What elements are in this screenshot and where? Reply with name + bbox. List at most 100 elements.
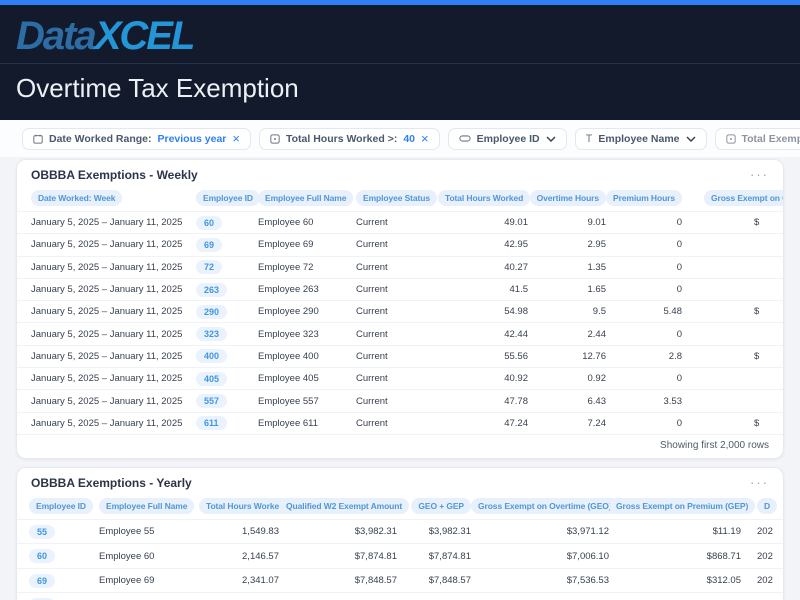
employee-id-badge: 72 [196, 260, 223, 275]
ellipsis-menu-icon[interactable]: ··· [750, 167, 769, 182]
employee-id-cell: 611 [196, 416, 258, 431]
app-header: DataXCEL Overtime Tax Exemption [0, 5, 800, 120]
gross-exempt-overtime-cell: $3,971.12 [566, 526, 609, 538]
column-header[interactable]: Employee ID [196, 190, 260, 206]
filter-chip-total-hours-worked[interactable]: Total Hours Worked >: 40 × [258, 127, 440, 150]
employee-status-cell: Current [356, 350, 388, 362]
date-worked-year-cell: 202 [757, 575, 773, 587]
employee-id-badge: 323 [196, 327, 228, 342]
total-hours-cell: 2,146.57 [242, 550, 279, 562]
number-box-icon [270, 133, 280, 144]
overtime-hours-cell: 1.65 [587, 284, 607, 296]
column-header[interactable]: GEO + GEP [411, 497, 471, 514]
column-header[interactable]: Premium Hours [606, 190, 682, 206]
employee-name-cell: Employee 323 [258, 328, 319, 340]
date-worked-week-cell: January 5, 2025 – January 11, 2025 [31, 284, 183, 296]
text-icon: T [585, 132, 593, 145]
employee-id-cell: 263 [196, 282, 258, 297]
qualified-w2-exempt-cell: $7,848.57 [354, 575, 397, 587]
total-hours-cell: 54.98 [504, 306, 528, 318]
date-worked-year-cell: 202 [757, 526, 773, 538]
close-icon[interactable]: × [232, 130, 240, 146]
total-hours-cell: 42.44 [504, 328, 528, 340]
gross-exempt-premium-cell: $11.19 [712, 526, 741, 538]
total-hours-cell: 1,549.83 [242, 526, 279, 538]
employee-name-cell: Employee 400 [258, 350, 319, 362]
employee-id-cell: 55 [29, 524, 99, 539]
close-icon[interactable]: × [421, 130, 429, 146]
total-hours-cell: 40.92 [504, 373, 528, 385]
employee-id-cell: 400 [196, 349, 258, 364]
employee-status-cell: Current [356, 417, 388, 429]
premium-hours-cell: 0 [676, 217, 682, 229]
filter-chip-total-exempt-amount[interactable]: Total Exempt Amount ≠: 0 × [714, 127, 800, 150]
column-header[interactable]: Employee ID [29, 497, 93, 514]
yearly-table-header: Employee ID Employee Full Name Total Hou… [17, 493, 783, 519]
filter-chip-date-worked-range[interactable]: Date Worked Range: Previous year × [22, 127, 251, 150]
employee-id-cell: 323 [196, 327, 258, 342]
employee-status-cell: Current [356, 373, 388, 385]
column-header[interactable]: Date Worked: Week [31, 190, 123, 206]
weekly-card-title: OBBBA Exemptions - Weekly [31, 168, 198, 182]
premium-hours-cell: 0 [676, 261, 682, 273]
filter-value: Previous year [157, 132, 227, 145]
employee-name-cell: Employee 557 [258, 395, 319, 407]
table-row: January 5, 2025 – January 11, 2025 60 Em… [17, 211, 783, 233]
gross-exempt-overtime-cell: $ [754, 217, 760, 229]
table-row: January 5, 2025 – January 11, 2025 323 E… [17, 322, 783, 344]
employee-id-badge: 72 [29, 598, 56, 600]
column-header[interactable]: Gross Exempt on Overtime ( [704, 190, 783, 206]
employee-id-cell: 72 [196, 260, 258, 275]
geo-plus-gep-cell: $3,982.31 [428, 526, 471, 538]
qualified-w2-exempt-cell: $3,982.31 [354, 526, 397, 538]
date-worked-year-cell: 202 [757, 550, 773, 562]
column-header[interactable]: Employee Full Name [99, 497, 195, 514]
date-worked-week-cell: January 5, 2025 – January 11, 2025 [31, 417, 183, 429]
filter-chip-employee-name[interactable]: T Employee Name [574, 127, 707, 150]
premium-hours-cell: 5.48 [663, 306, 683, 318]
employee-id-badge: 60 [196, 215, 223, 230]
table-row: 60 Employee 60 2,146.57 $7,874.81 $7,874… [17, 543, 783, 568]
employee-name-cell: Employee 60 [258, 217, 314, 229]
accent-strip [0, 0, 800, 5]
logo-part-data: Data [16, 14, 97, 58]
employee-name-cell: Employee 60 [99, 550, 155, 562]
gross-exempt-overtime-cell: $ [754, 350, 760, 362]
ellipsis-menu-icon[interactable]: ··· [750, 474, 769, 490]
column-header[interactable]: Qualified W2 Exempt Amount [279, 497, 410, 514]
employee-name-cell: Employee 263 [258, 284, 319, 296]
filter-value: 40 [403, 132, 416, 145]
chevron-down-icon[interactable] [685, 135, 696, 142]
employee-id-badge: 611 [196, 416, 227, 431]
employee-id-cell: 69 [196, 237, 258, 252]
premium-hours-cell: 2.8 [668, 350, 682, 362]
employee-name-cell: Employee 611 [258, 417, 319, 429]
column-header[interactable]: Total Hours Worked [438, 190, 531, 206]
table-row: January 5, 2025 – January 11, 2025 611 E… [17, 411, 783, 434]
employee-status-cell: Current [356, 217, 388, 229]
employee-id-badge: 263 [196, 282, 228, 297]
employee-name-cell: Employee 69 [258, 239, 314, 251]
premium-hours-cell: 0 [676, 417, 682, 429]
employee-id-cell: 290 [196, 304, 258, 319]
column-header[interactable]: Overtime Hours [529, 190, 606, 206]
premium-hours-cell: 0 [676, 284, 682, 296]
chevron-down-icon[interactable] [546, 135, 556, 142]
total-hours-cell: 55.56 [504, 350, 528, 362]
column-header[interactable]: Employee Full Name [258, 190, 354, 206]
column-header[interactable]: Gross Exempt on Overtime (GEO) [471, 497, 619, 514]
overtime-hours-cell: 9.01 [587, 217, 607, 229]
column-header[interactable]: Total Hours Worked [199, 497, 292, 514]
overtime-hours-cell: 7.24 [587, 417, 607, 429]
column-header[interactable]: D [757, 497, 778, 514]
filter-chip-employee-id[interactable]: Employee ID [447, 127, 567, 150]
gross-exempt-overtime-cell: $7,536.53 [566, 575, 609, 587]
table-row: January 5, 2025 – January 11, 2025 290 E… [17, 300, 783, 322]
column-header[interactable]: Employee Status [356, 190, 437, 206]
number-box-icon [725, 133, 736, 144]
date-worked-week-cell: January 5, 2025 – January 11, 2025 [31, 373, 183, 385]
overtime-hours-cell: 0.92 [587, 373, 607, 385]
employee-name-cell: Employee 405 [258, 373, 319, 385]
date-worked-week-cell: January 5, 2025 – January 11, 2025 [31, 306, 183, 318]
column-header[interactable]: Gross Exempt on Premium (GEP) [609, 497, 756, 514]
